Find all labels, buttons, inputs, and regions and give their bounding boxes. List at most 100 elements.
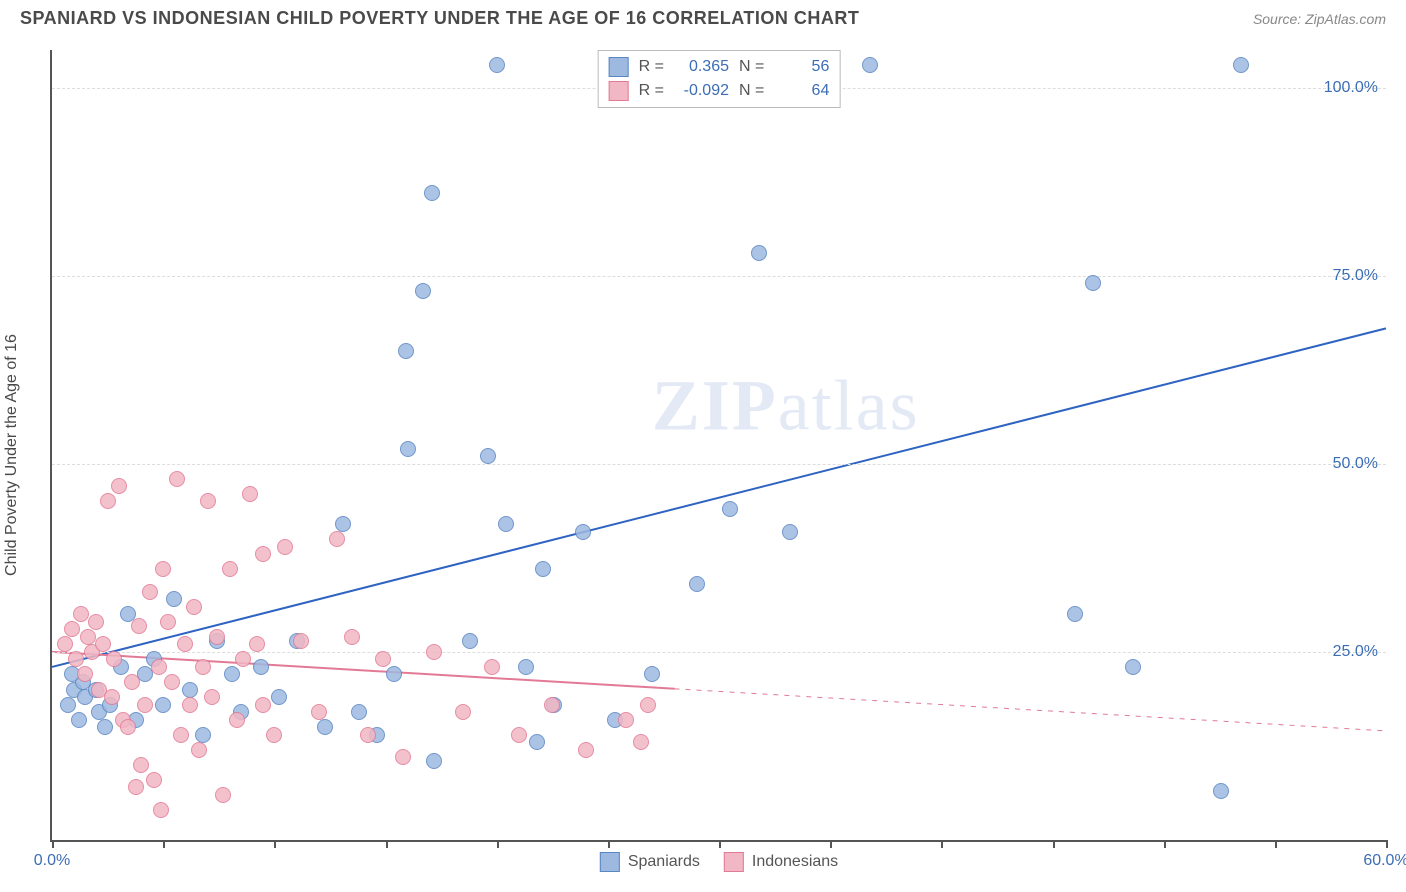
legend-item: Spaniards <box>600 852 700 872</box>
data-point <box>518 659 534 675</box>
data-point <box>375 651 391 667</box>
data-point <box>224 666 240 682</box>
data-point <box>862 57 878 73</box>
data-point <box>253 659 269 675</box>
x-tick <box>830 840 832 848</box>
legend-swatch <box>724 852 744 872</box>
data-point <box>462 633 478 649</box>
data-point <box>64 621 80 637</box>
legend-swatch <box>600 852 620 872</box>
data-point <box>782 524 798 540</box>
data-point <box>575 524 591 540</box>
data-point <box>209 629 225 645</box>
data-point <box>204 689 220 705</box>
legend-r-value: -0.092 <box>674 82 729 100</box>
legend-r-label: R = <box>639 58 664 76</box>
data-point <box>155 697 171 713</box>
data-point <box>97 719 113 735</box>
data-point <box>229 712 245 728</box>
data-point <box>424 185 440 201</box>
data-point <box>146 772 162 788</box>
data-point <box>128 779 144 795</box>
gridline <box>52 652 1386 653</box>
gridline <box>52 464 1386 465</box>
x-tick <box>386 840 388 848</box>
data-point <box>77 666 93 682</box>
data-point <box>1213 783 1229 799</box>
data-point <box>222 561 238 577</box>
data-point <box>120 719 136 735</box>
chart-header: SPANIARD VS INDONESIAN CHILD POVERTY UND… <box>0 0 1406 33</box>
data-point <box>182 697 198 713</box>
data-point <box>398 343 414 359</box>
data-point <box>644 666 660 682</box>
data-point <box>68 651 84 667</box>
gridline <box>52 276 1386 277</box>
data-point <box>293 633 309 649</box>
legend-swatch <box>609 81 629 101</box>
data-point <box>277 539 293 555</box>
data-point <box>160 614 176 630</box>
watermark-atlas: atlas <box>778 365 920 445</box>
data-point <box>169 471 185 487</box>
data-point <box>60 697 76 713</box>
x-tick-label: 0.0% <box>34 852 70 870</box>
data-point <box>1085 275 1101 291</box>
y-axis-label: Child Poverty Under the Age of 16 <box>3 334 21 576</box>
y-tick-label: 50.0% <box>1333 455 1378 473</box>
data-point <box>480 448 496 464</box>
data-point <box>544 697 560 713</box>
data-point <box>360 727 376 743</box>
data-point <box>400 441 416 457</box>
data-point <box>151 659 167 675</box>
data-point <box>618 712 634 728</box>
x-tick <box>163 840 165 848</box>
data-point <box>249 636 265 652</box>
data-point <box>131 618 147 634</box>
legend-n-label: N = <box>739 82 764 100</box>
data-point <box>1233 57 1249 73</box>
data-point <box>133 757 149 773</box>
legend-n-label: N = <box>739 58 764 76</box>
data-point <box>124 674 140 690</box>
data-point <box>351 704 367 720</box>
data-point <box>633 734 649 750</box>
data-point <box>182 682 198 698</box>
chart-title: SPANIARD VS INDONESIAN CHILD POVERTY UND… <box>20 8 859 29</box>
data-point <box>111 478 127 494</box>
data-point <box>317 719 333 735</box>
data-point <box>166 591 182 607</box>
legend-swatch <box>609 57 629 77</box>
data-point <box>529 734 545 750</box>
data-point <box>195 659 211 675</box>
x-tick <box>1386 840 1388 848</box>
data-point <box>640 697 656 713</box>
data-point <box>164 674 180 690</box>
legend-series-name: Spaniards <box>628 853 700 871</box>
watermark-zip: ZIP <box>652 365 778 445</box>
data-point <box>177 636 193 652</box>
x-tick-label: 60.0% <box>1363 852 1406 870</box>
data-point <box>195 727 211 743</box>
data-point <box>426 644 442 660</box>
data-point <box>142 584 158 600</box>
data-point <box>73 606 89 622</box>
data-point <box>235 651 251 667</box>
legend-r-value: 0.365 <box>674 58 729 76</box>
x-tick <box>719 840 721 848</box>
data-point <box>57 636 73 652</box>
data-point <box>106 651 122 667</box>
x-tick <box>497 840 499 848</box>
chart-source: Source: ZipAtlas.com <box>1253 11 1386 27</box>
data-point <box>329 531 345 547</box>
legend-row: R =0.365N =56 <box>609 55 830 79</box>
x-tick <box>1164 840 1166 848</box>
data-point <box>95 636 111 652</box>
data-point <box>153 802 169 818</box>
data-point <box>100 493 116 509</box>
data-point <box>1067 606 1083 622</box>
data-point <box>215 787 231 803</box>
legend-n-value: 64 <box>774 82 829 100</box>
data-point <box>137 697 153 713</box>
data-point <box>80 629 96 645</box>
